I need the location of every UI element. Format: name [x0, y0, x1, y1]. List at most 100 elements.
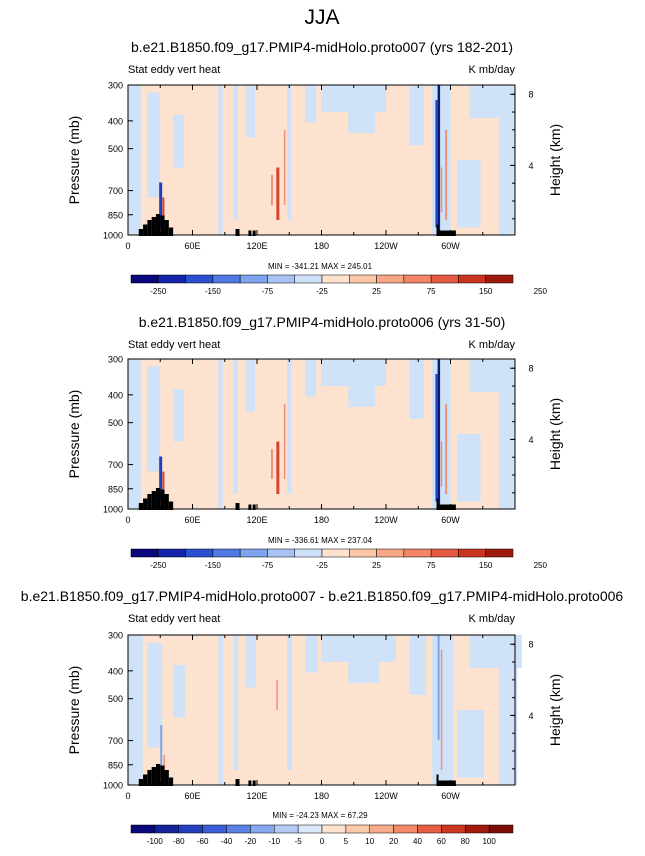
x-tick-label: 0 — [125, 515, 130, 525]
colorbar-label: 60 — [437, 837, 446, 846]
colorbar-swatch — [321, 548, 350, 558]
negative-band — [159, 456, 163, 502]
negative-region — [246, 359, 255, 412]
colorbar-swatch — [345, 824, 370, 834]
negative-region — [498, 359, 515, 509]
colorbar-swatch — [393, 824, 418, 834]
panel-2-left-label: Stat eddy vert heat — [128, 339, 220, 351]
colorbar-swatch — [250, 824, 275, 834]
x-tick-label: 120W — [374, 791, 398, 801]
y-axis-title-right: Height (km) — [547, 124, 563, 196]
negative-region — [305, 359, 317, 397]
negative-region — [305, 85, 317, 123]
colorbar-swatch — [376, 548, 405, 558]
terrain-block — [252, 230, 256, 236]
x-tick-label: 0 — [125, 791, 130, 801]
negative-region — [233, 359, 238, 494]
terrain-block — [160, 215, 165, 236]
terrain-block — [138, 229, 144, 236]
colorbar-swatch — [349, 548, 377, 558]
x-tick-label: 120E — [246, 241, 267, 251]
y-tick-label: 1000 — [103, 231, 123, 241]
y-axis-title-right: Height (km) — [547, 398, 563, 470]
negative-region — [233, 85, 238, 220]
panel-2-colorbar: -250 -150 -75 -25 25 75 150 250 — [130, 548, 548, 570]
strong-negative-band — [437, 359, 441, 509]
strong-negative-band — [437, 85, 441, 235]
colorbar-swatch — [458, 274, 486, 284]
colorbar-swatch — [226, 824, 251, 834]
terrain-block — [235, 779, 240, 786]
terrain-block — [248, 230, 252, 236]
colorbar-swatch — [485, 274, 514, 284]
colorbar-label: -80 — [173, 837, 185, 846]
y-tick-label: 1000 — [103, 505, 123, 515]
colorbar-label: -100 — [147, 837, 164, 846]
negative-region — [456, 160, 481, 228]
terrain-block — [147, 220, 152, 236]
terrain-block — [248, 504, 252, 510]
colorbar-label: -250 — [150, 561, 167, 570]
colorbar-swatch — [130, 824, 156, 834]
y-axis-title-right: Height (km) — [547, 674, 563, 746]
x-tick-label: 180 — [314, 515, 329, 525]
panel-2: b.e21.B1850.f09_g17.PMIP4-midHolo.proto0… — [66, 314, 563, 570]
positive-band — [162, 197, 165, 228]
panel-2-plot: 0 60E 120E 180 120W 60W 300 400 500 700 850 1000 8 4 P… — [66, 355, 563, 526]
terrain-block — [151, 767, 156, 786]
panel-1-plot: 0 60E 120E 180 120W 60W 300 400 500 700 850 1000 8 4 P… — [66, 81, 563, 252]
panel-1-right-label: K mb/day — [469, 64, 516, 76]
panel-1-left-label: Stat eddy vert heat — [128, 64, 220, 76]
y-tick-label: 850 — [108, 760, 123, 770]
terrain-block — [164, 220, 169, 236]
terrain-block — [252, 504, 256, 510]
negative-region — [218, 359, 223, 509]
negative-region — [498, 635, 518, 785]
colorbar-swatch — [294, 274, 323, 284]
negative-region — [173, 115, 184, 168]
positive-band — [440, 441, 443, 487]
negative-region — [218, 635, 224, 785]
colorbar-swatch — [403, 548, 432, 558]
colorbar-swatch — [465, 824, 490, 834]
colorbar-swatch — [267, 274, 295, 284]
panel-3-title: b.e21.B1850.f09_g17.PMIP4-midHolo.proto0… — [21, 588, 624, 604]
y-right-tick-label: 8 — [528, 364, 533, 374]
terrain-block — [147, 494, 152, 510]
negative-band — [160, 725, 163, 778]
positive-band — [276, 680, 278, 710]
terrain-block — [168, 777, 174, 786]
terrain-block — [143, 498, 148, 510]
negative-region — [128, 85, 141, 235]
negative-region — [456, 710, 485, 778]
colorbar-swatch — [158, 548, 186, 558]
positive-band — [276, 167, 280, 220]
y-tick-label: 400 — [108, 666, 123, 676]
negative-region — [409, 359, 424, 419]
negative-region — [173, 665, 186, 718]
colorbar-swatch — [417, 824, 442, 834]
negative-region — [409, 85, 424, 145]
negative-region — [147, 366, 161, 472]
y-axis-title: Pressure (mb) — [66, 390, 82, 479]
y-tick-label: 400 — [108, 116, 123, 126]
y-tick-label: 300 — [108, 355, 123, 365]
colorbar-label: 75 — [427, 287, 436, 296]
colorbar-swatch — [321, 274, 350, 284]
negative-region — [128, 359, 141, 509]
colorbar-swatch — [458, 548, 486, 558]
positive-band — [276, 441, 280, 494]
panel-2-stats: MIN = -336.61 MAX = 237.04 — [268, 536, 373, 545]
x-tick-label: 120W — [374, 241, 398, 251]
terrain-block — [164, 494, 169, 510]
colorbar-label: 0 — [320, 837, 325, 846]
y-tick-label: 700 — [108, 736, 123, 746]
negative-region — [128, 635, 143, 785]
x-tick-label: 120E — [246, 791, 267, 801]
terrain-block — [436, 504, 456, 510]
colorbar-label: -60 — [197, 837, 209, 846]
colorbar-swatch — [321, 824, 347, 834]
y-right-tick-label: 4 — [528, 435, 533, 445]
colorbar-label: -25 — [316, 561, 328, 570]
